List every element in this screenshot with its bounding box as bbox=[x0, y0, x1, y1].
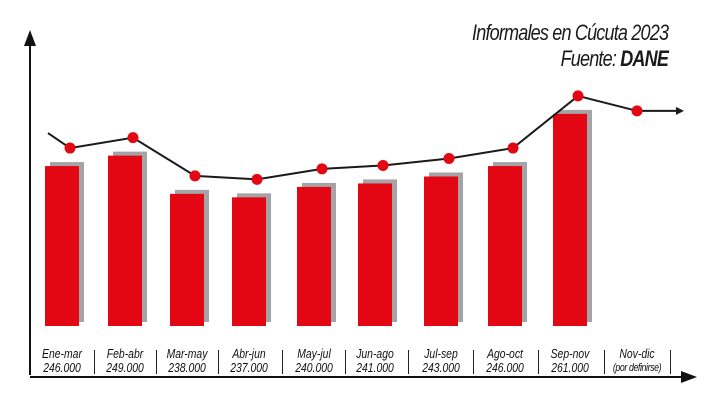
x-tick-label: Sep-nov 261.000 bbox=[545, 347, 595, 375]
bar bbox=[297, 186, 331, 326]
data-point bbox=[377, 159, 389, 171]
data-point bbox=[316, 163, 328, 175]
x-tick-label: Ene-mar 246.000 bbox=[37, 347, 87, 375]
category-label: Ago-oct bbox=[487, 346, 523, 361]
bar bbox=[358, 183, 392, 326]
chart-title: Informales en Cúcuta 2023 bbox=[471, 20, 669, 45]
value-label: 261.000 bbox=[551, 360, 589, 375]
x-tick-label: May-jul 240.000 bbox=[289, 347, 339, 375]
y-axis-arrow bbox=[24, 30, 36, 46]
category-label: Nov-dic bbox=[619, 346, 655, 361]
category-label: May-jul bbox=[297, 346, 331, 361]
x-tick-label: Jun-ago 241.000 bbox=[350, 347, 400, 375]
x-axis-arrow bbox=[681, 371, 697, 383]
x-tick-label: Abr-jun 237.000 bbox=[224, 347, 274, 375]
bar bbox=[232, 197, 266, 326]
category-label: Ene-mar bbox=[42, 346, 82, 361]
tick-separator bbox=[93, 350, 95, 374]
bar bbox=[424, 176, 458, 326]
bar bbox=[170, 193, 204, 326]
bar bbox=[553, 113, 587, 327]
value-label: 237.000 bbox=[230, 360, 268, 375]
data-point bbox=[631, 105, 643, 117]
tick-separator bbox=[670, 350, 671, 374]
value-label: (por definirse) bbox=[612, 362, 662, 374]
trend-line bbox=[47, 94, 676, 181]
tick-separator bbox=[218, 350, 219, 374]
data-point bbox=[507, 142, 519, 154]
tick-separator bbox=[603, 350, 605, 374]
data-point bbox=[572, 90, 584, 102]
x-tick-label: Nov-dic (por definirse) bbox=[612, 347, 662, 375]
x-tick-label: Feb-abr 249.000 bbox=[100, 347, 150, 375]
data-point bbox=[443, 152, 455, 164]
value-label: 240.000 bbox=[295, 360, 333, 375]
x-tick-label: Jul-sep 243.000 bbox=[416, 347, 466, 375]
bar bbox=[45, 166, 79, 326]
data-point bbox=[127, 132, 139, 144]
category-label: Mar-may bbox=[166, 346, 208, 361]
tick-separator bbox=[281, 350, 283, 374]
value-label: 246.000 bbox=[43, 360, 81, 375]
tick-separator bbox=[156, 350, 157, 374]
tick-separator bbox=[473, 350, 474, 374]
category-label: Feb-abr bbox=[106, 346, 144, 361]
category-label: Abr-jun bbox=[232, 346, 266, 361]
bar bbox=[488, 166, 522, 326]
tick-separator bbox=[537, 350, 539, 374]
bar bbox=[108, 155, 142, 326]
value-label: 249.000 bbox=[106, 360, 144, 375]
value-label: 241.000 bbox=[356, 360, 394, 375]
trend-arrow bbox=[676, 106, 684, 115]
source-prefix: Fuente: bbox=[560, 46, 621, 71]
data-point bbox=[251, 173, 263, 185]
source-name: DANE bbox=[620, 46, 669, 71]
tick-separator bbox=[408, 350, 409, 374]
data-point bbox=[64, 142, 76, 154]
category-label: Sep-nov bbox=[550, 346, 590, 361]
chart-source: Fuente: DANE bbox=[560, 46, 669, 72]
tick-separator bbox=[344, 350, 346, 374]
value-label: 243.000 bbox=[422, 360, 460, 375]
x-tick-label: Ago-oct 246.000 bbox=[480, 347, 530, 375]
value-label: 238.000 bbox=[168, 360, 206, 375]
value-label: 246.000 bbox=[486, 360, 524, 375]
x-tick-label: Mar-may 238.000 bbox=[162, 347, 212, 375]
category-label: Jun-ago bbox=[356, 346, 394, 361]
category-label: Jul-sep bbox=[424, 346, 458, 361]
data-point bbox=[189, 170, 201, 182]
